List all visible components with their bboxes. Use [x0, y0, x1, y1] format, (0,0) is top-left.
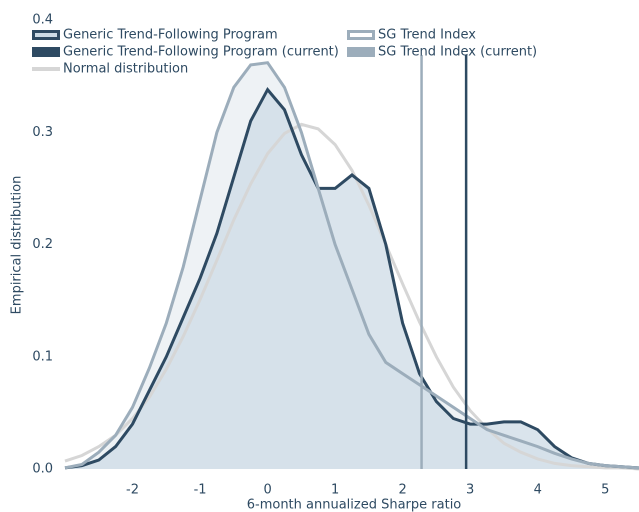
- x-tick-label: -1: [194, 483, 207, 498]
- x-tick-label: 4: [534, 483, 542, 498]
- legend-label: Generic Trend-Following Program: [63, 28, 278, 43]
- legend-label: SG Trend Index (current): [378, 45, 537, 60]
- plot-area: [64, 55, 639, 471]
- x-tick-label: 3: [466, 483, 474, 498]
- y-tick-label: 0.1: [32, 349, 53, 364]
- legend-swatch: [32, 47, 60, 57]
- legend-swatch: [347, 30, 375, 40]
- y-tick-label: 0.2: [32, 237, 53, 252]
- y-tick-label: 0.3: [32, 125, 53, 140]
- density-line: [64, 122, 639, 471]
- x-axis-label: 6-month annualized Sharpe ratio: [247, 498, 462, 512]
- legend-label: SG Trend Index: [378, 28, 476, 43]
- legend: Generic Trend-Following Program SG Trend …: [32, 28, 537, 77]
- x-tick-label: 1: [331, 483, 339, 498]
- density-line: [64, 86, 639, 470]
- area-fill: [65, 89, 639, 469]
- x-tick-label: 0: [263, 483, 271, 498]
- x-tick-label: -2: [126, 483, 139, 498]
- y-axis-label: Empirical distribution: [10, 176, 25, 315]
- legend-label: Generic Trend-Following Program (current…: [63, 45, 339, 60]
- legend-swatch: [32, 30, 60, 40]
- y-tick-label: 0.0: [32, 462, 53, 477]
- legend-swatch: [347, 47, 375, 57]
- x-tick-label: 5: [601, 483, 609, 498]
- legend-label: Normal distribution: [63, 62, 188, 77]
- x-tick-label: 2: [399, 483, 407, 498]
- y-tick-label: 0.4: [32, 13, 53, 28]
- density-line: [64, 61, 639, 470]
